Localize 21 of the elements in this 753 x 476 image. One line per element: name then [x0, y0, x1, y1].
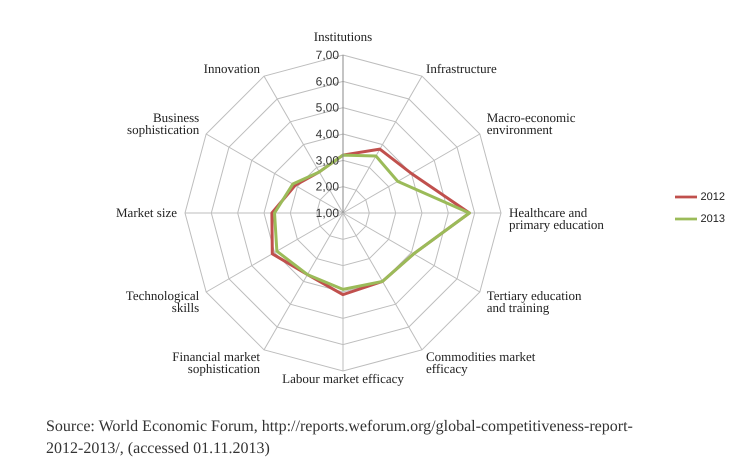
legend-label: 2012: [700, 190, 725, 203]
y-tick-label: 1,00: [316, 206, 340, 220]
spoke-label: Market size: [116, 205, 178, 220]
y-tick-label: 4,00: [316, 127, 340, 141]
y-tick-label: 5,00: [316, 100, 340, 115]
spoke-label: Healthcare and primary education: [509, 205, 604, 232]
source-note: Source: World Economic Forum, http://reports.weforum.org/global-competitiveness-report-2012-2013/, (accessed 01.11.2013): [46, 417, 634, 459]
spoke-label: Labour market efficacy: [282, 371, 404, 386]
spoke-label: Infrastructure: [426, 61, 497, 76]
spoke-label: Business sophistication: [127, 110, 200, 137]
y-tick-label: 2,00: [316, 180, 340, 194]
y-tick-label: 6,00: [316, 74, 340, 88]
spoke-label: Commodities market efficacy: [426, 348, 536, 376]
spoke-label: Institutions: [314, 29, 372, 44]
spoke-label: Technological skills: [126, 288, 200, 315]
spoke-label: Tertiary education and training: [486, 288, 582, 315]
spoke-label: Macro-economic environment: [486, 110, 576, 137]
spoke-label: Innovation: [204, 61, 260, 76]
legend-label: 2013: [700, 212, 725, 225]
spoke-label: Financial market sophistication: [172, 348, 260, 376]
y-tick-label: 7,00: [316, 48, 340, 62]
